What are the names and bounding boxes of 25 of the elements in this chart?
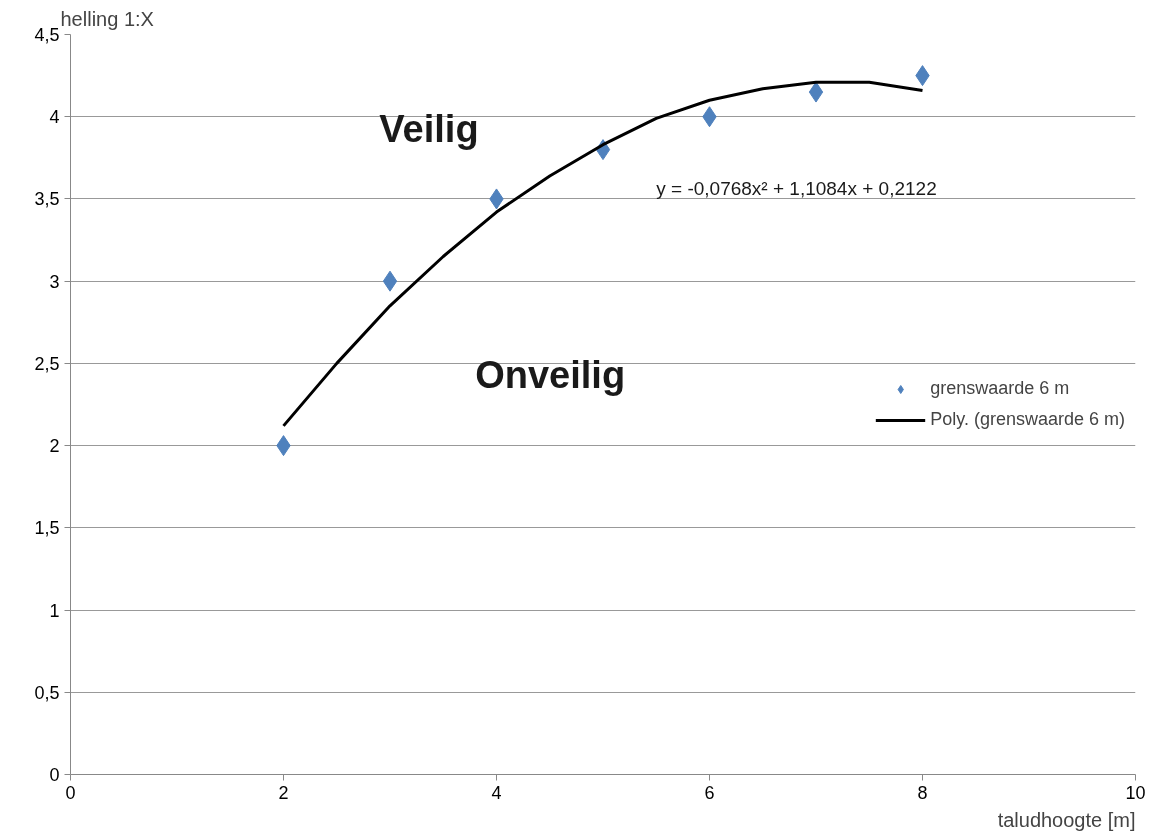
x-axis-title: taludhoogte [m] <box>997 808 1136 831</box>
x-tick-label: 0 <box>65 782 76 803</box>
y-tick-label: 3 <box>49 271 60 292</box>
y-tick-label: 4 <box>49 107 60 128</box>
annotation: Veilig <box>379 107 479 150</box>
legend-label: grenswaarde 6 m <box>930 378 1070 399</box>
annotation: Onveilig <box>475 354 626 397</box>
x-tick-label: 10 <box>1125 782 1146 803</box>
y-tick-label: 2 <box>49 436 60 457</box>
y-tick-label: 1,5 <box>34 518 60 539</box>
y-tick-label: 2,5 <box>34 353 60 374</box>
y-tick-label: 1 <box>49 600 60 621</box>
y-tick-label: 3,5 <box>34 189 60 210</box>
x-tick-label: 4 <box>491 782 502 803</box>
y-tick-label: 4,5 <box>34 25 60 45</box>
y-tick-label: 0 <box>49 765 60 785</box>
annotation: y = -0,0768x² + 1,1084x + 0,2122 <box>656 177 937 199</box>
x-tick-label: 2 <box>278 782 289 803</box>
x-tick-label: 6 <box>704 782 715 803</box>
point <box>808 81 824 103</box>
y-axis-title: helling 1:X <box>60 7 154 30</box>
point <box>382 270 398 292</box>
legend-label: Poly. (grenswaarde 6 m) <box>930 409 1125 430</box>
x-tick-label: 8 <box>917 782 928 803</box>
y-tick-label: 0,5 <box>34 682 60 703</box>
